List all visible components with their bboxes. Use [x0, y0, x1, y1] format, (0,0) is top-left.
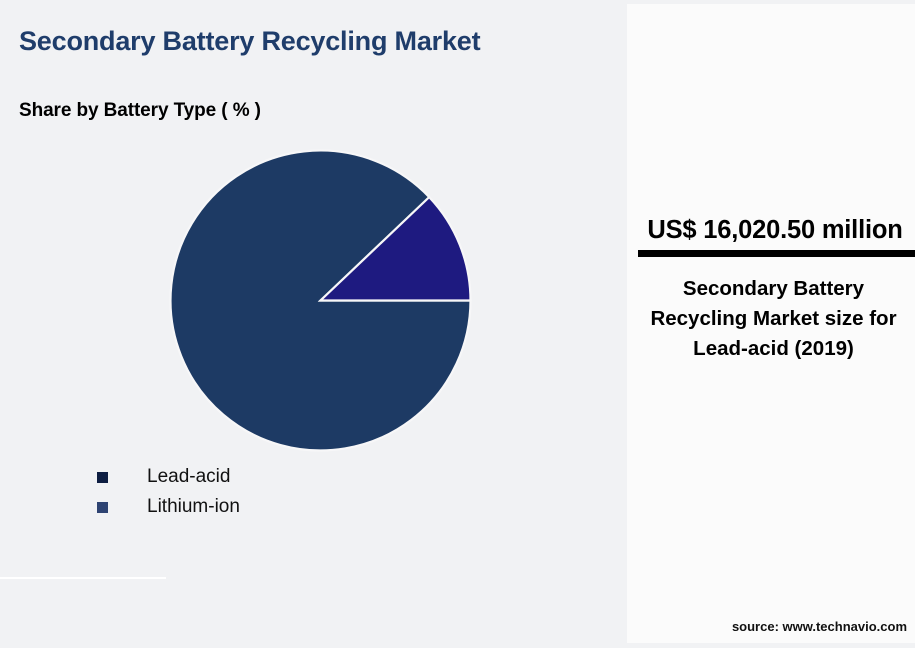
footer-divider [0, 577, 166, 579]
chart-legend: Lead-acid Lithium-ion [97, 462, 240, 522]
callout-value: US$ 16,020.50 million [647, 216, 903, 244]
pie-chart [165, 145, 477, 457]
callout-panel: US$ 16,020.50 million Secondary Battery … [627, 4, 915, 643]
callout-underline [638, 250, 915, 257]
pie-chart-svg [169, 149, 472, 452]
legend-swatch-lithium-ion [97, 501, 108, 513]
chart-subtitle: Share by Battery Type ( % ) [19, 100, 261, 121]
legend-label-lead-acid: Lead-acid [147, 466, 231, 487]
pie-slice-lithium-ion [317, 195, 472, 302]
legend-item-lead-acid[interactable]: Lead-acid [97, 462, 240, 492]
callout-description: Secondary Battery Recycling Market size … [650, 277, 897, 360]
legend-item-lithium-ion[interactable]: Lithium-ion [97, 492, 240, 522]
source-label: source: www.technavio.com [731, 619, 907, 634]
page-title: Secondary Battery Recycling Market [19, 26, 481, 56]
legend-swatch-lead-acid [97, 471, 108, 483]
legend-label-lithium-ion: Lithium-ion [147, 496, 240, 517]
